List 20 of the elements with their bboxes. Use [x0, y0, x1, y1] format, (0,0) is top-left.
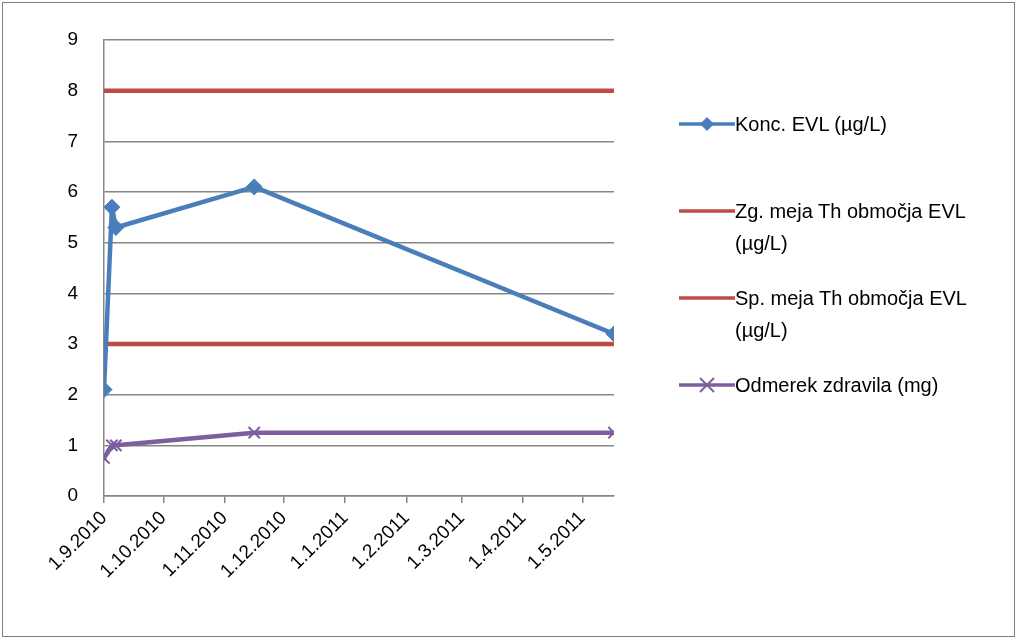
legend-label: Sp. meja Th območja EVL (µg/L)	[735, 286, 968, 343]
legend-label: Zg. meja Th območja EVL (µg/L)	[735, 199, 967, 256]
y-tick-label: 3	[67, 332, 78, 354]
y-tick-label: 6	[67, 180, 78, 202]
legend-label: Konc. EVL (µg/L)	[735, 112, 888, 137]
point	[104, 198, 121, 216]
y-tick-label: 0	[67, 484, 78, 506]
point	[109, 438, 123, 452]
y-tick-label: 9	[67, 28, 78, 50]
y-tick-label: 5	[67, 230, 78, 252]
point	[247, 426, 261, 440]
point	[105, 438, 119, 452]
point	[245, 178, 263, 196]
y-tick-label: 1	[67, 433, 78, 455]
legend-label: Odmerek zdravila (mg)	[735, 373, 940, 398]
y-tick-label: 4	[67, 281, 79, 303]
y-tick-label: 8	[67, 78, 78, 100]
y-tick-label: 2	[67, 382, 78, 404]
y-tick-label: 7	[67, 129, 78, 151]
point	[107, 218, 125, 236]
